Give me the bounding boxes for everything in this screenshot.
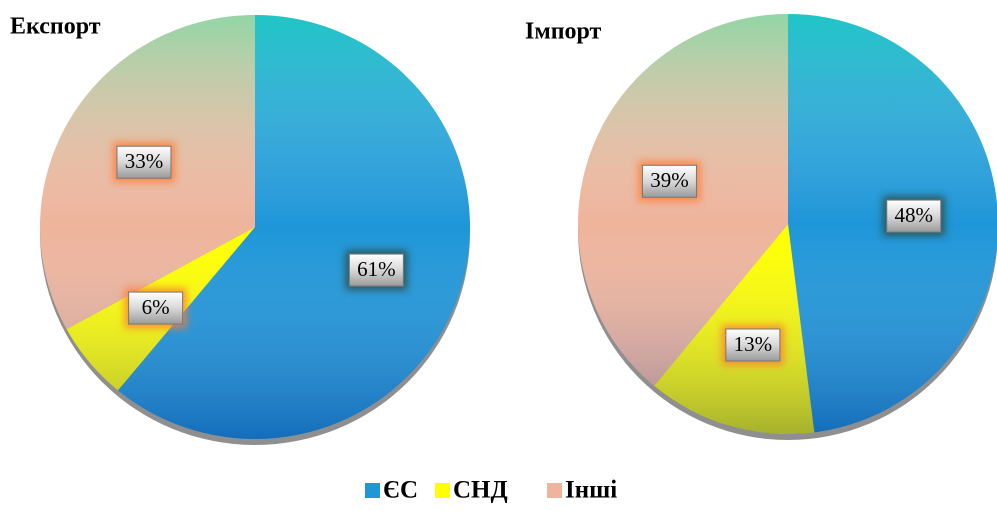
- label-box: [886, 199, 942, 233]
- legend-swatch: [547, 483, 562, 498]
- label-box: [128, 291, 184, 325]
- legend-swatch: [365, 483, 380, 498]
- chart-title: Експорт: [10, 14, 101, 40]
- value-label: 48%: [895, 203, 934, 227]
- label-box: [348, 253, 404, 287]
- legend-swatch: [435, 483, 450, 498]
- legend-label: Інші: [565, 477, 617, 504]
- label-box: [725, 328, 781, 362]
- legend-label: ЄС: [383, 477, 418, 504]
- label-box: [641, 164, 697, 198]
- value-label: 6%: [142, 295, 170, 319]
- legend-label: СНД: [453, 477, 508, 504]
- chart-title: Імпорт: [525, 19, 602, 45]
- value-label: 33%: [125, 149, 164, 173]
- value-label: 61%: [357, 257, 396, 281]
- label-box: [116, 145, 172, 179]
- value-label: 13%: [734, 332, 773, 356]
- value-label: 39%: [650, 168, 689, 192]
